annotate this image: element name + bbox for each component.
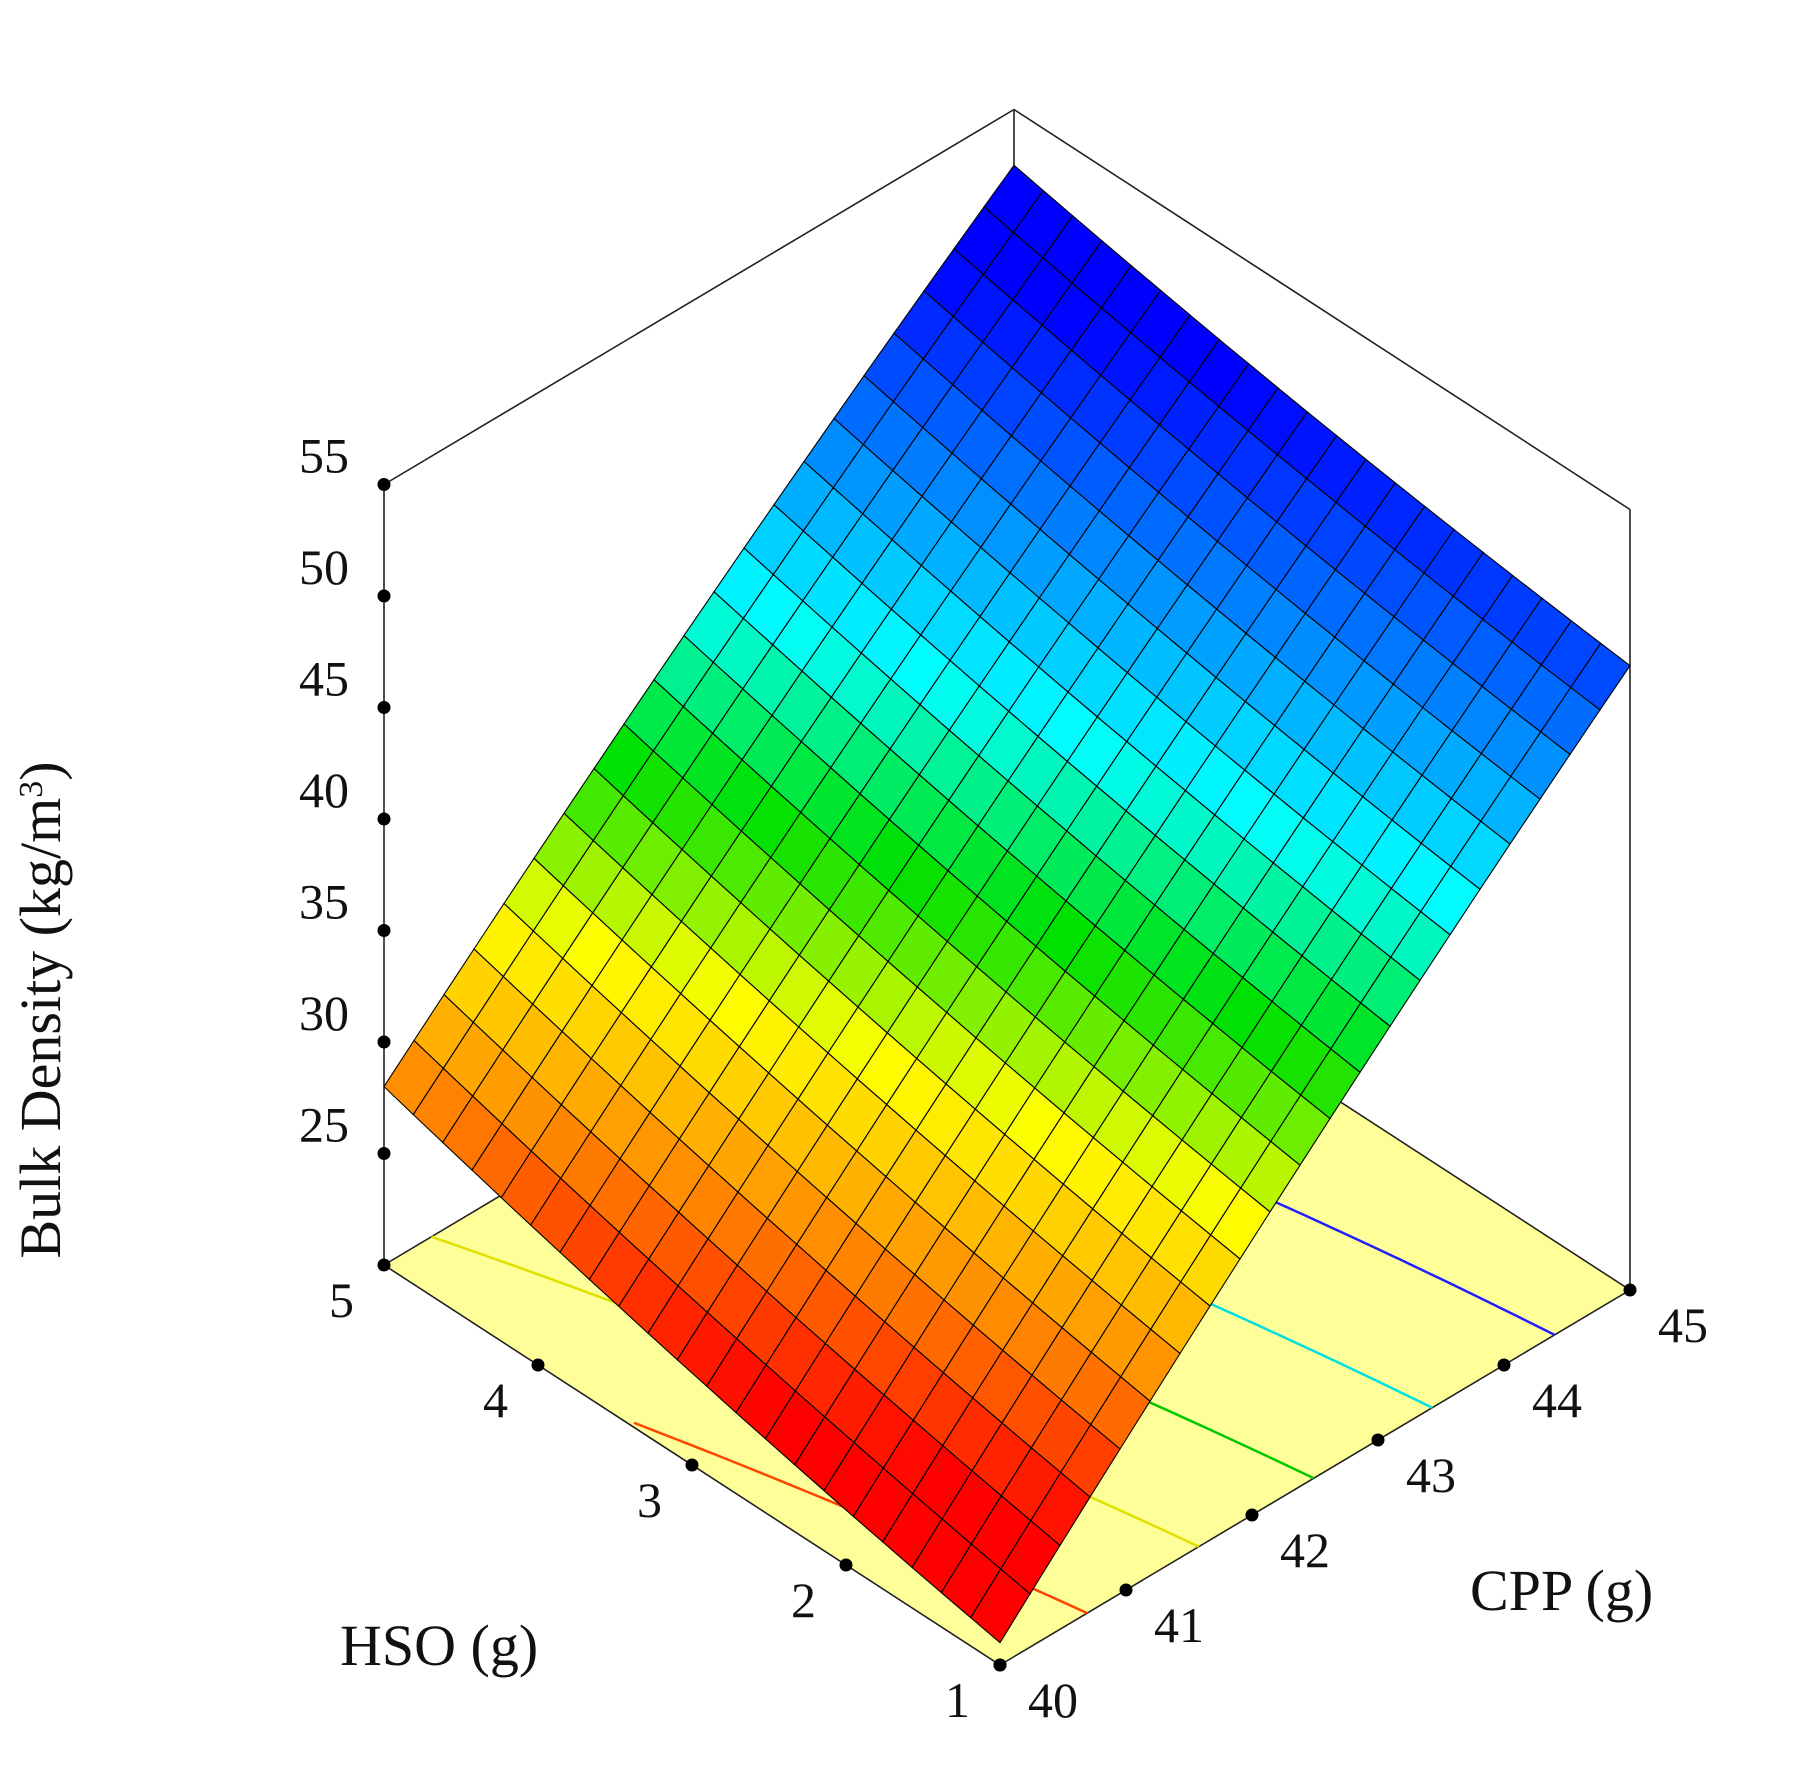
- x-tick-45: [1623, 1283, 1637, 1297]
- response-surface: [383, 164, 1631, 1644]
- x-tick-43: [1371, 1433, 1385, 1447]
- z-tick-label-55: 55: [299, 428, 349, 484]
- surface-cell: [969, 1568, 1031, 1644]
- y-tick-label-5: 5: [329, 1272, 354, 1328]
- x-tick-label-42: 42: [1280, 1522, 1330, 1578]
- z-tick-label-45: 45: [299, 651, 349, 707]
- y-tick-4: [531, 1358, 545, 1372]
- z-axis-title-sup: 3: [13, 781, 50, 798]
- y-tick-label-2: 2: [791, 1572, 816, 1628]
- x-tick-label-40: 40: [1028, 1672, 1078, 1728]
- z-axis-title-close: ): [8, 761, 73, 780]
- x-tick-label-44: 44: [1532, 1372, 1582, 1428]
- x-tick-44: [1497, 1358, 1511, 1372]
- y-tick-2: [839, 1558, 853, 1572]
- z-tick-55: [377, 478, 391, 491]
- z-axis-title: Bulk Density (kg/m3): [8, 761, 73, 1258]
- x-tick-40: [993, 1658, 1007, 1672]
- frame-top-right-edge: [1013, 108, 1631, 511]
- x-tick-label-41: 41: [1154, 1597, 1204, 1653]
- y-tick-5: [377, 1258, 391, 1272]
- y-tick-label-3: 3: [637, 1472, 662, 1528]
- y-tick-label-4: 4: [483, 1372, 508, 1428]
- z-tick-label-40: 40: [299, 762, 349, 818]
- x-tick-label-45: 45: [1658, 1297, 1708, 1353]
- x-tick-label-43: 43: [1406, 1447, 1456, 1503]
- z-tick-50: [377, 589, 391, 603]
- z-tick-45: [377, 701, 391, 714]
- z-tick-30: [377, 1035, 391, 1049]
- z-tick-label-25: 25: [299, 1097, 349, 1153]
- y-tick-3: [685, 1458, 699, 1472]
- x-axis-title: CPP (g): [1470, 1558, 1653, 1623]
- z-tick-40: [377, 812, 391, 826]
- y-tick-label-1: 1: [945, 1672, 970, 1728]
- z-tick-label-30: 30: [299, 985, 349, 1041]
- z-tick-35: [377, 924, 391, 937]
- z-tick-label-50: 50: [299, 539, 349, 595]
- z-tick-label-35: 35: [299, 874, 349, 930]
- x-tick-41: [1119, 1583, 1133, 1597]
- z-axis-title-text: Bulk Density (kg/m: [8, 798, 73, 1259]
- x-tick-42: [1245, 1508, 1259, 1522]
- y-axis-title: HSO (g): [340, 1613, 538, 1678]
- frame-top-left-edge: [383, 108, 1015, 486]
- z-tick-25: [377, 1147, 391, 1160]
